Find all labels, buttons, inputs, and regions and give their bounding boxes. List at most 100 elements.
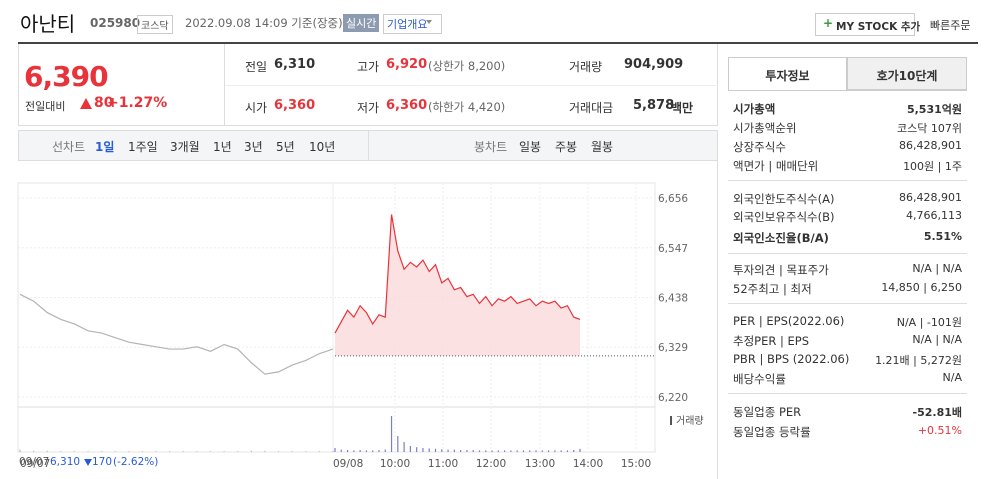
quote-note: (상한가 8,200)	[428, 59, 506, 73]
quote-label: 전일	[245, 60, 268, 74]
quote-unit: 백만	[671, 101, 694, 115]
info-value: N/A | -101원	[896, 316, 962, 329]
volume-bar	[409, 446, 411, 452]
period-tab[interactable]: 1년	[213, 140, 232, 154]
period-tab[interactable]: 10년	[309, 140, 336, 154]
volume-bar	[155, 451, 157, 452]
footer-date: 09/07	[19, 456, 50, 468]
volume-bar	[250, 450, 252, 452]
volume-bar	[434, 448, 437, 452]
plus-icon: +	[823, 16, 834, 30]
quote-value: 6,360	[386, 98, 428, 113]
volume-bar	[291, 451, 293, 452]
divider	[224, 44, 225, 126]
info-label: 액면가 | 매매단위	[733, 159, 819, 173]
volume-bar	[114, 451, 116, 452]
quote-value: 6,920	[386, 57, 428, 72]
volume-bar	[485, 450, 487, 452]
stock-code: 025980	[90, 16, 141, 30]
volume-bar	[237, 451, 239, 452]
volume-bar	[372, 450, 374, 452]
period-tab[interactable]: 1주일	[128, 140, 158, 154]
volume-bar	[504, 450, 506, 452]
volume-bar	[566, 450, 569, 452]
info-value: 코스닥 107위	[897, 122, 962, 135]
tab[interactable]: 호가10단계	[847, 57, 967, 90]
volume-label: 거래량	[676, 415, 704, 427]
volume-bar	[19, 449, 21, 452]
info-label: 추정PER | EPS	[733, 334, 810, 348]
up-icon	[80, 98, 92, 109]
volume-bar	[182, 451, 184, 452]
volume-bar	[346, 450, 349, 452]
info-label: 52주최고 | 최저	[733, 282, 812, 296]
volume-bar	[223, 451, 225, 452]
candle-tab[interactable]: 주봉	[555, 140, 578, 154]
info-value: 4,766,113	[906, 209, 962, 222]
quick-order[interactable]: 빠른주문	[930, 19, 971, 32]
volume-bar	[466, 450, 468, 452]
quote-label: 저가	[357, 101, 380, 115]
period-tab[interactable]: 1일	[95, 140, 115, 154]
info-value: +0.51%	[917, 424, 962, 437]
divider	[717, 130, 718, 479]
y-tick-label: 6,547	[658, 243, 688, 255]
info-label: 상장주식수	[733, 140, 786, 154]
candle-tab[interactable]: 일봉	[519, 140, 542, 154]
group-rule	[728, 180, 967, 181]
volume-bar	[101, 451, 103, 452]
volume-bar	[196, 451, 198, 452]
volume-bar	[340, 449, 342, 452]
quote-value: 6,310	[274, 57, 316, 72]
info-value: -52.81배	[912, 406, 962, 419]
company-info-dropdown[interactable]: 기업개요	[383, 14, 443, 34]
my-stock-button[interactable]: MY STOCK 추가	[815, 13, 920, 36]
info-label: 외국인보유주식수(B)	[733, 210, 835, 224]
divider	[368, 131, 369, 160]
tab-label: 선차트	[52, 140, 86, 154]
volume-bar	[318, 451, 320, 452]
plot-frame	[17, 182, 656, 453]
x-tick-label: 09/07	[20, 458, 50, 470]
volume-bar	[403, 442, 405, 452]
quote-note: (하한가 4,420)	[428, 100, 506, 114]
tab-active[interactable]: 투자정보	[728, 57, 847, 90]
volume-bar	[390, 416, 393, 452]
footer-change-pct: (-2.62%)	[113, 456, 159, 468]
info-label: 시가총액순위	[733, 121, 797, 135]
timestamp: 2022.09.08 14:09 기준(장중)	[185, 16, 343, 30]
info-label: 외국인소진율(B/A)	[733, 231, 829, 245]
volume-bar	[332, 450, 334, 452]
realtime-button[interactable]: 실시간	[343, 14, 380, 32]
volume-bar	[353, 450, 355, 452]
x-tick-label: 14:00	[573, 458, 603, 470]
volume-bar	[384, 449, 386, 452]
volume-bar	[573, 450, 575, 452]
volume-bar	[422, 448, 424, 452]
down-icon	[84, 459, 92, 466]
volume-bar	[397, 436, 399, 452]
volume-bar	[472, 450, 474, 452]
period-tab[interactable]: 5년	[276, 140, 295, 154]
candle-tab[interactable]: 월봉	[591, 140, 614, 154]
change-label: 전일대비	[25, 100, 66, 113]
volume-bar	[497, 450, 499, 452]
info-value: N/A | N/A	[912, 333, 962, 346]
x-tick-label: 09/08	[333, 458, 363, 470]
volume-bar	[416, 447, 418, 452]
x-tick-label: 12:00	[476, 458, 506, 470]
period-tab[interactable]: 3년	[244, 140, 263, 154]
volume-bar	[516, 450, 518, 452]
volume-bar	[547, 450, 550, 452]
volume-bar	[264, 450, 266, 452]
volume-bar	[447, 449, 449, 452]
info-label: PER | EPS(2022.06)	[733, 314, 845, 328]
volume-bar	[522, 450, 525, 452]
group-rule	[728, 393, 967, 394]
volume-bar	[541, 450, 543, 452]
period-tab[interactable]: 3개월	[170, 140, 200, 154]
volume-bar	[141, 451, 144, 452]
info-label: 동일업종 PER	[733, 405, 802, 419]
y-tick-label: 6,438	[658, 293, 688, 305]
